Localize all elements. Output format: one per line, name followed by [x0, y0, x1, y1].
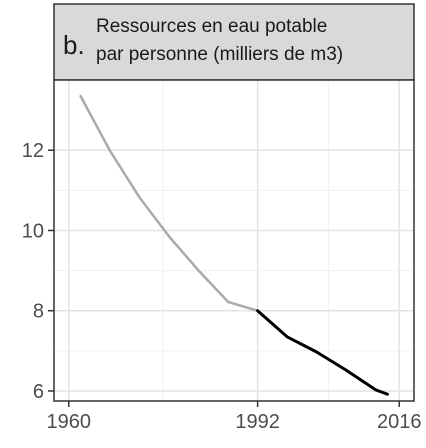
- plot-background: [54, 80, 414, 401]
- series-layer: [79, 94, 389, 396]
- plot-border: [53, 79, 415, 402]
- y-tick-label: 12: [22, 140, 44, 162]
- axes: 6 8 10 12 1960 1992 2016: [22, 140, 422, 433]
- series-line-1: [79, 94, 259, 312]
- chart-title-line-1: Ressources en eau potable: [96, 16, 327, 37]
- y-tick-label: 6: [33, 381, 44, 403]
- plot-area: [53, 79, 415, 402]
- x-tick-label: 1992: [235, 411, 280, 433]
- x-tick-label: 1960: [47, 411, 92, 433]
- title-strip: [53, 3, 415, 81]
- chart-title-line-2: par personne (milliers de m3): [96, 44, 343, 65]
- series-line-2: [256, 309, 389, 396]
- panel-letter: b.: [63, 30, 85, 60]
- grid: [54, 80, 414, 401]
- x-tick-label: 2016: [377, 411, 422, 433]
- y-tick-label: 10: [22, 220, 44, 242]
- y-tick-label: 8: [33, 301, 44, 323]
